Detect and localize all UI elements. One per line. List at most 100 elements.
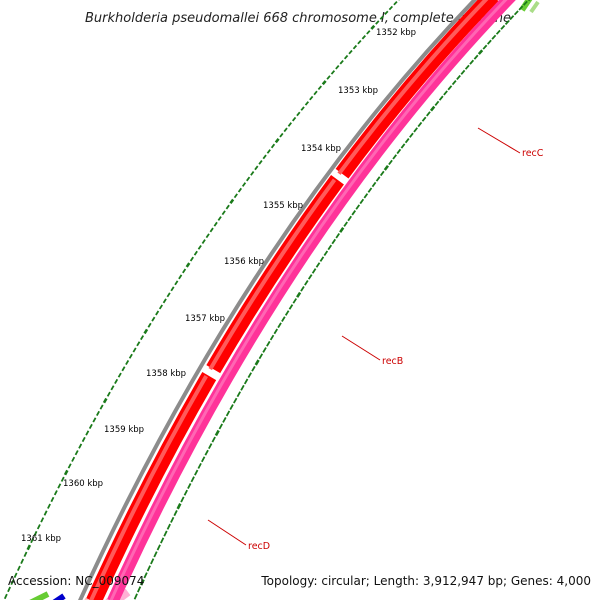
ruler-minor-tick	[3, 593, 8, 600]
ruler-minor-tick	[292, 298, 298, 304]
ruler-minor-tick	[241, 182, 247, 187]
gene-recB-forward	[206, 175, 344, 374]
ruler-minor-tick	[339, 59, 344, 65]
edge-feature-blue	[52, 593, 66, 600]
ruler-minor-tick	[217, 216, 222, 221]
ruler-minor-tick	[197, 244, 202, 250]
ruler-minor-tick	[296, 111, 301, 117]
ruler-minor-tick	[125, 359, 130, 366]
ruler-minor-tick	[170, 516, 175, 523]
ruler-minor-tick	[166, 523, 171, 530]
ruler-major-tick	[477, 49, 484, 55]
ruler-minor-tick	[473, 54, 479, 60]
ruler-minor-tick	[33, 530, 38, 537]
cds-reverse	[107, 0, 516, 600]
ruler-major-tick	[26, 544, 32, 551]
ruler-minor-tick	[319, 256, 325, 262]
backbone-line	[78, 0, 478, 600]
ruler-minor-tick	[509, 15, 515, 21]
ruler-minor-tick	[174, 280, 179, 286]
ruler-minor-tick	[409, 132, 414, 138]
ruler-minor-tick	[151, 316, 156, 322]
ruler-minor-tick	[343, 54, 349, 60]
ruler-tick-label: 1355 kbp	[263, 201, 303, 211]
ruler-major-tick	[254, 359, 260, 366]
reverse-cds-track	[105, 0, 516, 600]
ruler-minor-tick	[348, 49, 353, 55]
cds-sheen	[208, 178, 337, 371]
ruler-minor-tick	[292, 116, 297, 122]
ruler-minor-tick	[392, 154, 397, 160]
ruler-minor-tick	[304, 280, 309, 286]
ruler-minor-tick	[279, 132, 284, 138]
edge-feature-green	[519, 0, 533, 12]
ruler-minor-tick	[313, 90, 318, 96]
ruler-minor-tick	[363, 193, 369, 199]
accession-label: Accession: NC_009074	[8, 574, 145, 588]
ruler-minor-tick	[284, 310, 290, 316]
gene-recC-forward	[335, 0, 499, 179]
ruler-minor-tick	[330, 70, 336, 75]
ruler-minor-tick	[469, 59, 475, 65]
ruler-minor-tick	[170, 286, 175, 292]
ruler-minor-tick	[204, 449, 209, 456]
ruler-minor-tick	[460, 69, 466, 75]
ruler-minor-tick	[163, 530, 168, 537]
ruler-major-tick	[383, 164, 389, 171]
ruler-minor-tick	[351, 210, 357, 216]
ruler-minor-tick	[81, 436, 86, 443]
ruler-minor-tick	[7, 586, 11, 593]
gene-leader-line	[341, 335, 381, 361]
ruler-minor-tick	[53, 490, 58, 496]
ruler-tick-label: 1352 kbp	[376, 28, 416, 38]
ruler-minor-tick	[88, 423, 93, 430]
ruler-minor-tick	[379, 15, 384, 20]
ruler-minor-tick	[189, 256, 194, 262]
ruler-minor-tick	[117, 372, 122, 378]
ruler-minor-tick	[225, 204, 230, 210]
gene-label: recB	[382, 356, 403, 367]
ruler-minor-tick	[504, 20, 510, 26]
ruler-minor-tick	[85, 430, 90, 436]
ruler-minor-tick	[352, 44, 358, 50]
ruler-minor-tick	[379, 170, 385, 177]
ruler-minor-tick	[201, 456, 206, 463]
ruler-minor-tick	[277, 322, 282, 329]
backbone-ring	[78, 0, 478, 600]
ruler-minor-tick	[326, 75, 331, 80]
ruler-minor-tick	[140, 335, 145, 341]
ruler-major-tick	[296, 291, 302, 298]
cds-sheen	[109, 0, 508, 600]
edge-feature-marks	[29, 0, 540, 600]
ruler-minor-tick	[518, 5, 524, 11]
ruler-minor-tick	[128, 353, 133, 359]
ruler-minor-tick	[300, 286, 305, 292]
ruler-minor-tick	[133, 593, 138, 600]
ruler-minor-tick	[110, 385, 115, 391]
ruler-minor-tick	[254, 165, 259, 171]
ruler-minor-tick	[287, 122, 292, 127]
ruler-minor-tick	[233, 193, 238, 199]
ruler-minor-tick	[451, 80, 457, 86]
ruler-minor-tick	[269, 334, 275, 341]
ruler-minor-tick	[162, 298, 167, 304]
ruler-minor-tick	[309, 95, 314, 101]
ruler-minor-tick	[137, 586, 142, 593]
ruler-minor-tick	[178, 274, 183, 280]
ruler-minor-tick	[114, 378, 119, 384]
ruler-minor-tick	[443, 90, 448, 96]
ruler-minor-tick	[158, 304, 163, 310]
ruler-tick-label: 1360 kbp	[63, 479, 103, 489]
ruler-tick-label: 1356 kbp	[224, 257, 264, 267]
ruler-minor-tick	[250, 171, 255, 176]
ruler-minor-tick	[262, 347, 267, 353]
ruler-minor-tick	[190, 476, 195, 483]
ruler-minor-tick	[240, 384, 245, 391]
ruler-minor-tick	[30, 537, 35, 544]
ruler-minor-tick	[132, 347, 137, 353]
ruler-major-tick	[429, 105, 436, 112]
ruler-minor-tick	[404, 137, 410, 144]
ruler-minor-tick	[388, 159, 393, 166]
ruler-minor-tick	[160, 537, 165, 544]
